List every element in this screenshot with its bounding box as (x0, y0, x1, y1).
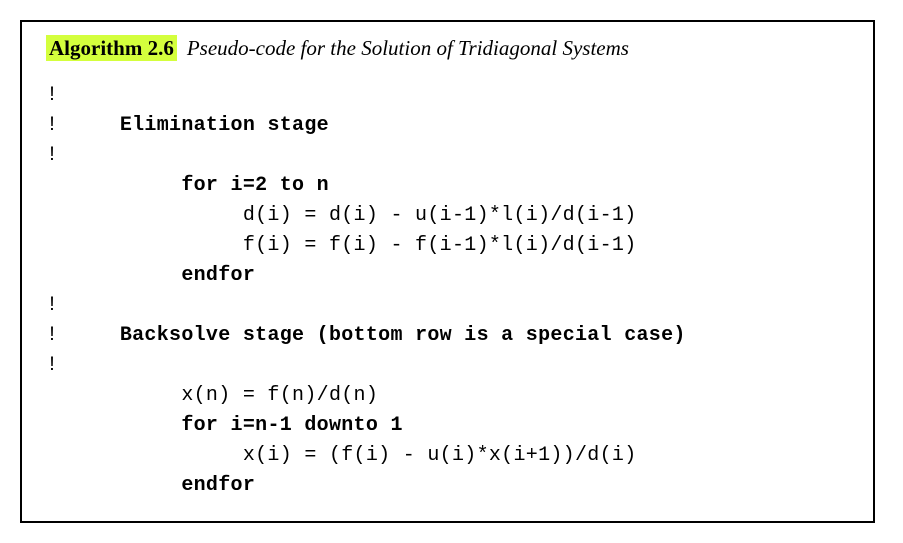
code-line: f(i) = f(i) - f(i-1)*l(i)/d(i-1) (46, 234, 637, 257)
algorithm-title: Pseudo-code for the Solution of Tridiago… (187, 36, 629, 60)
code-line: ! (46, 114, 58, 137)
code-line: ! (46, 84, 58, 107)
code-comment: Elimination stage (58, 114, 329, 137)
code-keyword: for i=n-1 downto 1 (181, 414, 402, 437)
code-line: ! (46, 324, 58, 347)
algorithm-container: Algorithm 2.6 Pseudo-code for the Soluti… (20, 20, 875, 523)
code-keyword: endfor (181, 264, 255, 287)
code-indent (46, 174, 181, 197)
code-line: ! (46, 144, 58, 167)
code-line: ! (46, 354, 58, 377)
code-line: x(n) = f(n)/d(n) (46, 384, 378, 407)
code-line: x(i) = (f(i) - u(i)*x(i+1))/d(i) (46, 444, 637, 467)
code-indent (46, 414, 181, 437)
algorithm-header: Algorithm 2.6 Pseudo-code for the Soluti… (46, 36, 849, 61)
code-keyword: endfor (181, 474, 255, 497)
code-line: d(i) = d(i) - u(i-1)*l(i)/d(i-1) (46, 204, 637, 227)
code-comment: Backsolve stage (bottom row is a special… (58, 324, 685, 347)
algorithm-label: Algorithm 2.6 (46, 35, 177, 61)
code-keyword: for i=2 to n (181, 174, 329, 197)
code-indent (46, 474, 181, 497)
code-indent (46, 264, 181, 287)
code-line: ! (46, 294, 58, 317)
pseudocode-block: ! ! Elimination stage ! for i=2 to n d(i… (46, 81, 849, 501)
